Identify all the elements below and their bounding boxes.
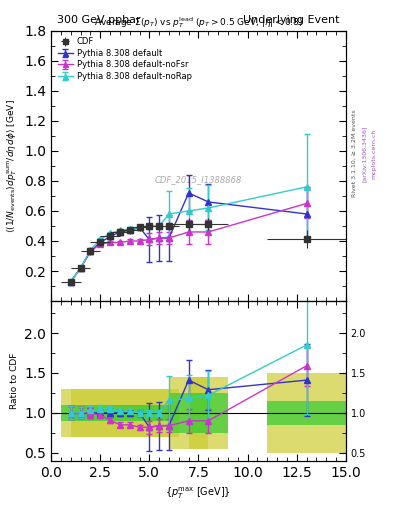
Text: Rivet 3.1.10, ≥ 3.2M events: Rivet 3.1.10, ≥ 3.2M events — [352, 110, 357, 198]
Text: Underlying Event: Underlying Event — [243, 15, 340, 25]
Text: 300 GeV ppbar: 300 GeV ppbar — [57, 15, 141, 25]
Text: CDF_2015_I1388868: CDF_2015_I1388868 — [155, 175, 242, 184]
Y-axis label: Ratio to CDF: Ratio to CDF — [10, 353, 19, 409]
X-axis label: $\{p_T^{\rm max}$ [GeV]$\}$: $\{p_T^{\rm max}$ [GeV]$\}$ — [165, 485, 231, 501]
Title: Average $\Sigma(p_T)$ vs $p_T^{\rm lead}$ ($p_T > 0.5$ GeV, $|\eta| < 0.8$): Average $\Sigma(p_T)$ vs $p_T^{\rm lead}… — [94, 15, 303, 30]
Legend: CDF, Pythia 8.308 default, Pythia 8.308 default-noFsr, Pythia 8.308 default-noRa: CDF, Pythia 8.308 default, Pythia 8.308 … — [55, 35, 195, 83]
Text: [arXiv:1306.3436]: [arXiv:1306.3436] — [362, 125, 367, 182]
Y-axis label: $\langle(1/N_{\rm events}) dp_T^{\rm sum}/d\eta\, d\phi\rangle$ [GeV]: $\langle(1/N_{\rm events}) dp_T^{\rm sum… — [5, 99, 18, 233]
Text: mcplots.cern.ch: mcplots.cern.ch — [371, 129, 376, 179]
